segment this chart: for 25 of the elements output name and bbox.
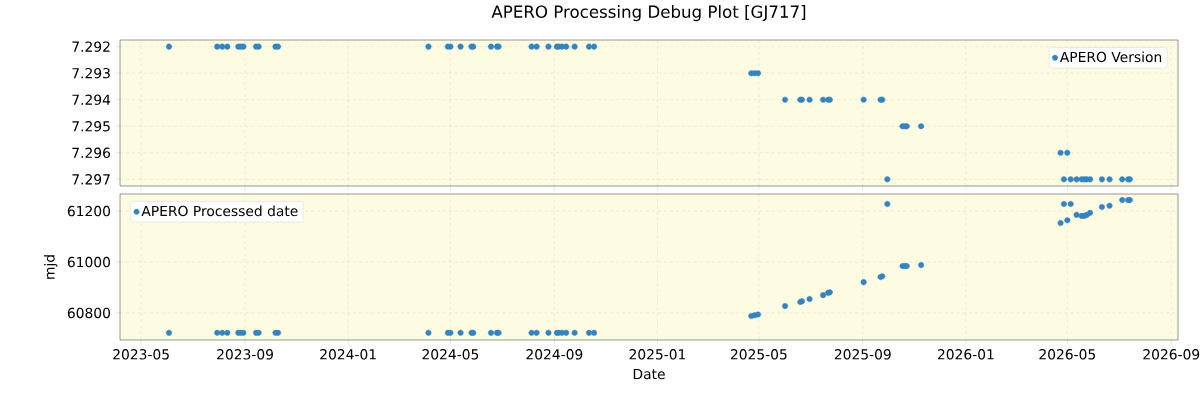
x-axis-title: Date (633, 368, 665, 380)
x-tick-label: 2023-05 (113, 349, 169, 360)
y-tick-label: 7.297 (72, 174, 110, 185)
legend-label: APERO Processed date (141, 205, 298, 217)
y-axis-title: mjd (44, 255, 58, 279)
y-tick-label: 60800 (67, 307, 110, 319)
y-tick-label: 7.294 (72, 94, 111, 105)
x-tick-label: 2025-09 (834, 349, 891, 360)
legend-label: APERO Version (1059, 51, 1162, 63)
x-tick-label: 2023-09 (217, 349, 273, 360)
y-tick-label: 7.296 (72, 147, 111, 159)
x-tick-label: 2024-05 (422, 349, 479, 360)
x-tick-label: 2024-01 (320, 349, 376, 360)
x-tick-label: 2026-09 (1143, 349, 1200, 360)
y-tick-label: 7.293 (72, 67, 110, 79)
y-tick-label: 61200 (67, 205, 110, 217)
y-tick-label: 7.295 (72, 121, 110, 132)
y-tick-label: 61000 (67, 256, 110, 268)
chart-title: APERO Processing Debug Plot [GJ717] (491, 5, 806, 22)
x-tick-label: 2025-05 (730, 349, 787, 360)
x-tick-label: 2025-01 (629, 349, 686, 360)
x-tick-label: 2024-09 (526, 349, 583, 360)
x-tick-label: 2026-05 (1039, 349, 1095, 360)
y-tick-label: 7.292 (72, 41, 110, 52)
x-tick-label: 2026-01 (937, 349, 994, 360)
